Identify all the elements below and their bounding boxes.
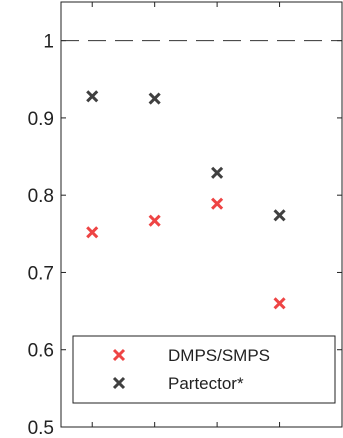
legend: DMPS/SMPS Partector* (72, 335, 336, 404)
point-series-1 (211, 197, 224, 210)
point-series-2 (211, 166, 224, 179)
marker-stroke-b (148, 214, 161, 227)
marker-stroke-b (211, 166, 224, 179)
marker-stroke-b (86, 226, 99, 239)
point-series-1 (86, 226, 99, 239)
legend-marker (112, 348, 126, 362)
plot-area-frame (60, 1, 343, 428)
point-series-1 (273, 297, 286, 310)
y-axis-ticks: 0.5 0.6 0.7 0.8 0.9 1 (28, 32, 342, 438)
legend-marker (112, 376, 126, 390)
marker-stroke-b (273, 209, 286, 222)
marker-stroke-b (148, 92, 161, 105)
x-axis-ticks (91, 2, 281, 427)
y-tick-label: 0.8 (28, 186, 54, 207)
marker-stroke-b (211, 197, 224, 210)
marker-stroke-b (112, 348, 126, 362)
point-series-2 (148, 92, 161, 105)
point-series-2 (86, 90, 99, 103)
data-points (86, 90, 286, 310)
point-series-2 (273, 209, 286, 222)
marker-stroke-b (273, 297, 286, 310)
y-tick-label: 0.5 (28, 418, 54, 438)
legend-label: DMPS/SMPS (168, 346, 270, 365)
y-tick-label: 0.7 (28, 263, 54, 284)
y-tick-label: 0.9 (28, 109, 54, 130)
marker-stroke-b (86, 90, 99, 103)
point-series-1 (148, 214, 161, 227)
y-tick-label: 1 (43, 32, 54, 53)
y-tick-label: 0.6 (28, 341, 54, 362)
marker-stroke-b (112, 376, 126, 390)
legend-label: Partector* (168, 374, 244, 393)
legend-box (72, 335, 336, 404)
